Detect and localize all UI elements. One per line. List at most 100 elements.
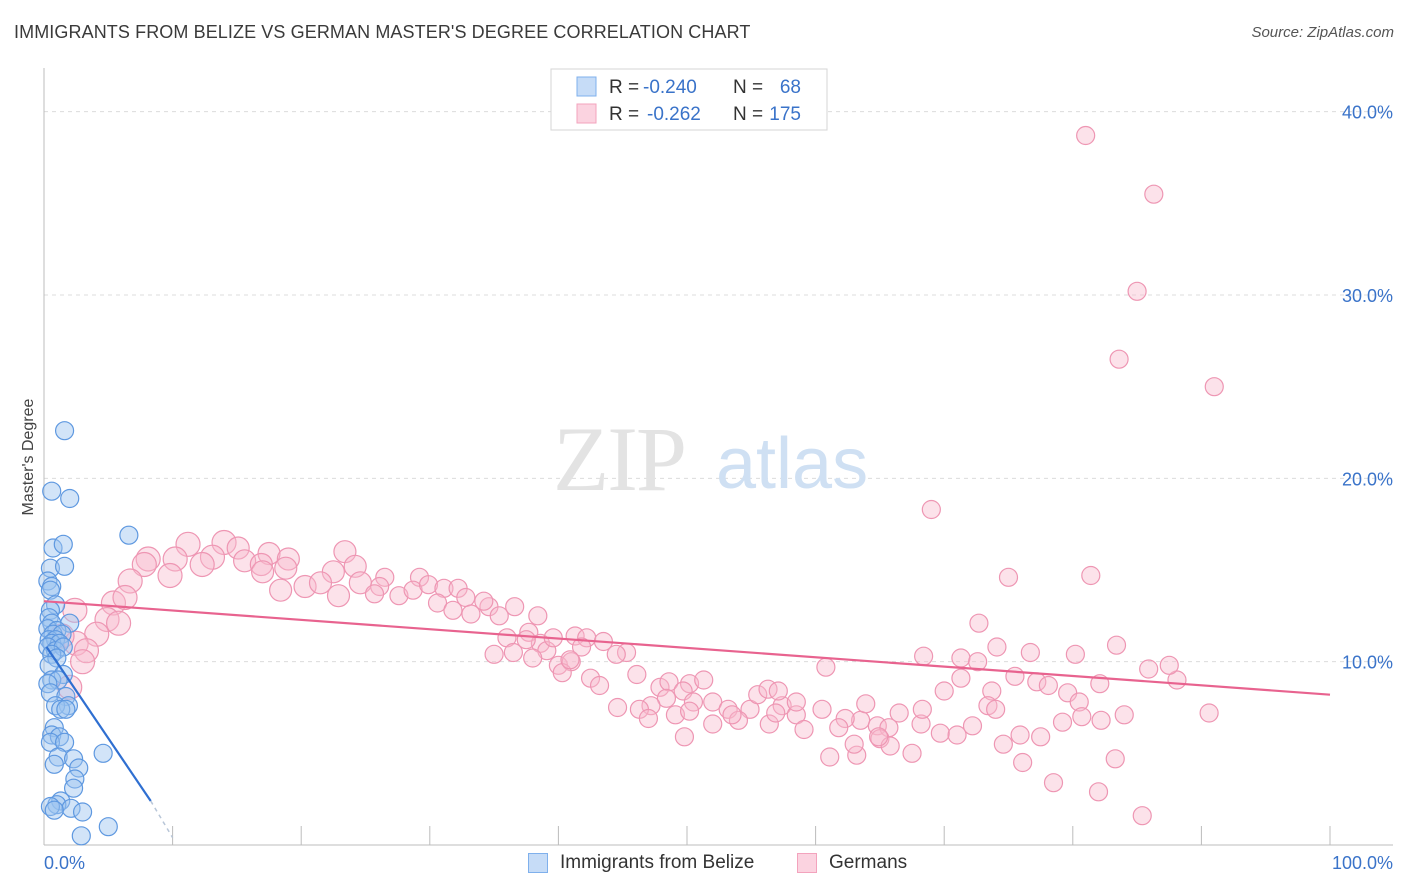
watermark-zip: ZIP bbox=[553, 408, 685, 510]
grid-lines bbox=[44, 111, 1393, 663]
german-point-1 bbox=[1144, 184, 1164, 204]
x-tick-label-max: 100.0% bbox=[1332, 853, 1393, 873]
german-point-147 bbox=[820, 747, 840, 767]
german-point-6 bbox=[175, 531, 201, 557]
german-point-46 bbox=[100, 590, 127, 616]
german-point-144 bbox=[1106, 635, 1127, 655]
german-point-79 bbox=[694, 670, 714, 690]
stats-r-value-belize: -0.240 bbox=[643, 77, 697, 98]
german-point-138 bbox=[914, 646, 934, 666]
german-point-90 bbox=[812, 699, 832, 719]
german-point-117 bbox=[962, 716, 983, 736]
german-point-0 bbox=[1076, 125, 1096, 146]
german-point-36 bbox=[364, 584, 385, 604]
belize-point-34 bbox=[40, 683, 61, 703]
y-tick-labels: 10.0% 20.0% 30.0% 40.0% bbox=[1342, 103, 1393, 673]
german-point-103 bbox=[911, 714, 931, 734]
german-point-160 bbox=[786, 692, 806, 712]
german-point-78 bbox=[679, 674, 700, 694]
german-point-96 bbox=[794, 719, 814, 740]
bottom-legend: Immigrants from Belize Germans bbox=[0, 852, 1406, 878]
german-point-86 bbox=[772, 696, 792, 716]
source-label: Source: ZipAtlas.com bbox=[1251, 24, 1394, 41]
german-point-141 bbox=[1065, 644, 1085, 664]
german-point-135 bbox=[969, 613, 989, 633]
german-point-28 bbox=[308, 571, 333, 595]
german-point-4 bbox=[1204, 377, 1224, 397]
german-point-128 bbox=[1139, 659, 1159, 679]
belize-point-39 bbox=[56, 699, 76, 719]
german-point-167 bbox=[560, 650, 580, 670]
german-point-166 bbox=[461, 604, 481, 624]
y-tick-label-3: 40.0% bbox=[1342, 103, 1393, 123]
belize-point-38 bbox=[51, 699, 71, 719]
german-point-155 bbox=[722, 705, 742, 725]
german-point-23 bbox=[251, 560, 275, 584]
german-point-137 bbox=[951, 648, 971, 668]
belize-point-10 bbox=[40, 580, 61, 600]
german-point-98 bbox=[856, 694, 876, 714]
german-point-42 bbox=[443, 600, 463, 620]
watermark: ZIP atlas bbox=[553, 408, 868, 510]
german-point-16 bbox=[131, 551, 157, 578]
german-point-39 bbox=[427, 593, 448, 613]
belize-point-3 bbox=[119, 525, 139, 545]
german-point-87 bbox=[748, 685, 768, 705]
chart-title: IMMIGRANTS FROM BELIZE VS GERMAN MASTER'… bbox=[14, 22, 751, 42]
german-point-152 bbox=[528, 606, 548, 626]
stats-legend-box bbox=[550, 68, 828, 131]
german-point-50 bbox=[105, 610, 132, 636]
stats-n-label-belize: N = bbox=[733, 77, 763, 98]
belize-point-49 bbox=[69, 758, 89, 778]
german-point-154 bbox=[703, 714, 723, 734]
belize-trend-line bbox=[45, 646, 152, 802]
german-point-104 bbox=[889, 703, 909, 723]
y-tick-label-2: 30.0% bbox=[1342, 286, 1393, 306]
german-point-130 bbox=[1199, 703, 1219, 723]
german-point-131 bbox=[1013, 752, 1033, 773]
belize-point-2 bbox=[60, 488, 80, 509]
german-point-119 bbox=[986, 699, 1006, 719]
german-point-10 bbox=[276, 547, 300, 571]
german-point-122 bbox=[1031, 727, 1051, 747]
german-point-106 bbox=[934, 681, 954, 701]
german-point-145 bbox=[1159, 655, 1179, 675]
legend-swatch-germans bbox=[797, 853, 817, 873]
german-point-19 bbox=[274, 556, 298, 580]
german-point-71 bbox=[606, 644, 626, 664]
belize-point-26 bbox=[53, 637, 73, 657]
german-point-74 bbox=[589, 675, 610, 696]
trend-lines bbox=[43, 600, 1331, 839]
stats-n-value-germans: 175 bbox=[769, 104, 801, 125]
german-point-47 bbox=[112, 584, 138, 611]
german-point-45 bbox=[505, 597, 525, 617]
german-point-158 bbox=[665, 705, 686, 725]
german-point-21 bbox=[157, 562, 183, 589]
german-point-111 bbox=[1038, 675, 1058, 696]
german-point-14 bbox=[189, 551, 215, 578]
belize-point-47 bbox=[63, 749, 84, 769]
german-point-22 bbox=[117, 568, 143, 594]
germans-trend-line bbox=[43, 600, 1331, 696]
german-point-31 bbox=[326, 584, 351, 608]
stats-r-label-belize: R = bbox=[609, 77, 639, 98]
german-point-91 bbox=[816, 657, 836, 677]
stats-legend-swatch-germans bbox=[576, 103, 597, 124]
german-point-164 bbox=[674, 727, 695, 747]
stats-n-label-germans: N = bbox=[733, 104, 763, 125]
legend-label-belize: Immigrants from Belize bbox=[560, 852, 755, 873]
german-point-134 bbox=[1132, 806, 1152, 826]
german-point-121 bbox=[1010, 725, 1030, 745]
german-point-139 bbox=[968, 652, 988, 672]
german-point-124 bbox=[1072, 707, 1092, 727]
german-point-143 bbox=[998, 567, 1019, 587]
german-point-159 bbox=[679, 701, 700, 721]
y-tick-label-0: 10.0% bbox=[1342, 653, 1393, 673]
stats-legend: R = -0.240 N = 68 R = -0.262 N = 175 bbox=[550, 68, 828, 131]
german-point-44 bbox=[489, 606, 509, 626]
german-point-8 bbox=[226, 536, 250, 560]
belize-point-37 bbox=[45, 696, 66, 716]
german-point-3 bbox=[1109, 349, 1129, 369]
german-point-107 bbox=[951, 668, 971, 688]
